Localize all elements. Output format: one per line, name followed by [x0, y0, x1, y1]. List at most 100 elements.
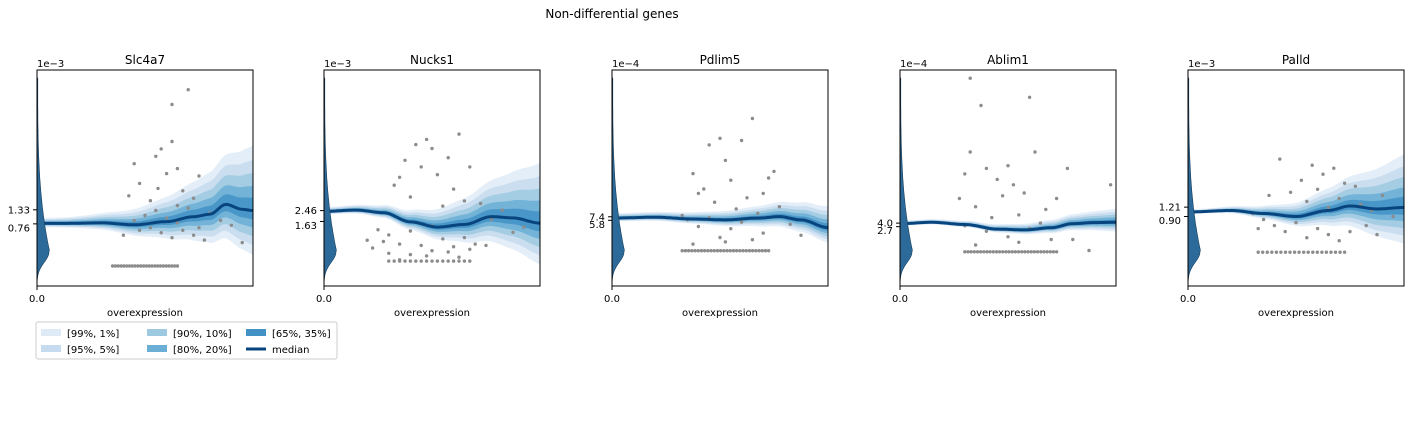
data-point	[451, 187, 456, 191]
data-point	[1294, 220, 1298, 225]
data-point	[696, 191, 701, 196]
data-point	[1022, 191, 1026, 195]
median-line	[324, 208, 540, 229]
data-point	[963, 250, 967, 254]
data-point	[500, 208, 504, 212]
data-point	[451, 259, 456, 263]
y-offset-label: 1e−3	[324, 59, 351, 70]
data-point	[1292, 250, 1297, 254]
data-point	[435, 259, 440, 263]
legend-entry: [90%, 10%]	[147, 329, 232, 340]
y-offset-label: 1e−3	[37, 59, 64, 70]
data-point	[365, 238, 369, 242]
data-point	[747, 249, 752, 253]
x-tick-label: 0.0	[604, 294, 620, 305]
data-point	[1017, 213, 1021, 217]
data-point	[1006, 164, 1010, 168]
data-point	[1375, 232, 1379, 237]
data-point	[1315, 226, 1320, 231]
data-point	[139, 264, 143, 268]
data-point	[988, 250, 992, 254]
y-tick-label: 2.46	[295, 206, 317, 217]
data-point	[156, 264, 160, 268]
data-point	[468, 259, 472, 263]
y-offset-label: 1e−3	[1188, 59, 1215, 70]
subplot-title: Nucks1	[410, 53, 454, 67]
data-point	[760, 249, 764, 253]
data-point	[1039, 250, 1043, 254]
data-point	[957, 196, 962, 201]
data-point	[175, 221, 180, 225]
data-point	[137, 228, 142, 232]
data-point	[1065, 166, 1070, 171]
band-90-10	[324, 188, 540, 248]
y-tick-label: 1.63	[295, 221, 317, 232]
band-80-20	[324, 199, 540, 239]
data-point	[170, 102, 174, 107]
data-point	[511, 230, 515, 234]
data-point	[723, 240, 728, 244]
data-point	[1265, 250, 1270, 254]
data-point	[403, 158, 407, 162]
subplot-title: Ablim1	[987, 53, 1029, 67]
density-violin	[611, 77, 625, 285]
data-point	[729, 227, 733, 231]
band-90-10	[1188, 176, 1404, 229]
data-point	[392, 259, 396, 263]
data-point	[756, 211, 760, 215]
subplot-palld: Palld 1e−3 0.90 1.21 0.0 overexpression	[1159, 53, 1405, 319]
data-point	[191, 233, 196, 237]
x-axis-label: overexpression	[1258, 308, 1334, 319]
data-point	[1320, 250, 1324, 254]
x-axis-label: overexpression	[970, 308, 1046, 319]
data-point	[1048, 250, 1053, 254]
density-violin	[323, 77, 337, 285]
axes-frame	[1187, 69, 1405, 287]
data-point	[1026, 250, 1030, 254]
data-point	[975, 250, 980, 254]
data-point	[1288, 250, 1292, 254]
data-point	[1278, 157, 1282, 161]
legend-label: median	[272, 345, 310, 356]
legend-swatch	[147, 345, 167, 352]
data-point	[462, 199, 467, 203]
data-point	[143, 213, 147, 218]
y-tick-label: 0.76	[8, 223, 30, 234]
data-point	[1256, 250, 1260, 254]
median-line	[612, 215, 828, 230]
data-point	[691, 171, 695, 176]
axes-frame	[899, 69, 1117, 287]
legend-swatch	[147, 329, 167, 336]
data-point	[984, 166, 989, 171]
data-point	[376, 228, 380, 232]
data-point	[754, 249, 758, 253]
data-point	[473, 242, 477, 246]
data-point	[441, 204, 445, 208]
data-point	[734, 207, 738, 211]
data-point	[158, 264, 163, 268]
data-point	[693, 249, 697, 253]
data-point	[995, 177, 999, 182]
data-point	[963, 172, 967, 176]
data-point	[144, 264, 149, 268]
data-point	[973, 205, 978, 209]
y-tick-label: 2.7	[877, 226, 893, 237]
data-point	[462, 259, 467, 263]
data-point	[777, 205, 782, 209]
data-point	[387, 259, 391, 263]
data-point	[991, 250, 995, 254]
band-80-20	[900, 217, 1116, 232]
data-point	[484, 243, 488, 248]
data-point	[739, 138, 744, 143]
data-point	[1027, 95, 1032, 100]
y-offset-label: 1e−4	[612, 59, 639, 70]
data-point	[468, 247, 472, 251]
data-point	[1364, 223, 1368, 228]
data-point	[1299, 178, 1304, 182]
data-point	[985, 250, 989, 254]
data-point	[414, 142, 418, 147]
data-point	[709, 249, 713, 253]
data-point	[1000, 194, 1005, 198]
data-point	[435, 173, 440, 177]
legend-label: [90%, 10%]	[173, 329, 232, 340]
